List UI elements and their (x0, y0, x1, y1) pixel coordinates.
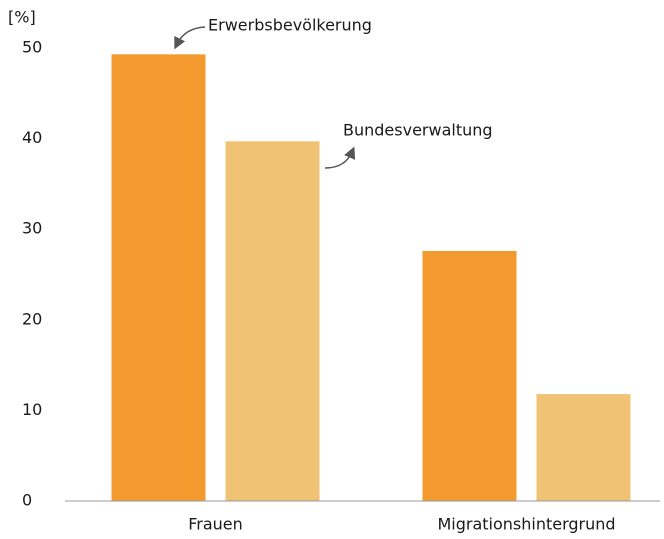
y-tick-label: 0 (22, 491, 32, 510)
bar (111, 54, 206, 501)
y-tick-label: 40 (22, 128, 42, 147)
annotation: Bundesverwaltung (343, 121, 493, 140)
annotation-arrow (174, 26, 206, 50)
bar (422, 250, 517, 501)
y-axis-label: [%] (8, 8, 36, 27)
x-tick-label: Frauen (188, 515, 243, 534)
y-tick-label: 50 (22, 38, 42, 57)
x-tick-label: Migrationshintergrund (437, 515, 615, 534)
bar (225, 141, 320, 501)
annotation: Erwerbsbevölkerung (208, 16, 372, 35)
y-tick-label: 30 (22, 219, 42, 238)
annotation-arrow (324, 146, 356, 169)
y-tick-label: 20 (22, 309, 42, 328)
y-tick-label: 10 (22, 400, 42, 419)
bar (536, 394, 631, 501)
